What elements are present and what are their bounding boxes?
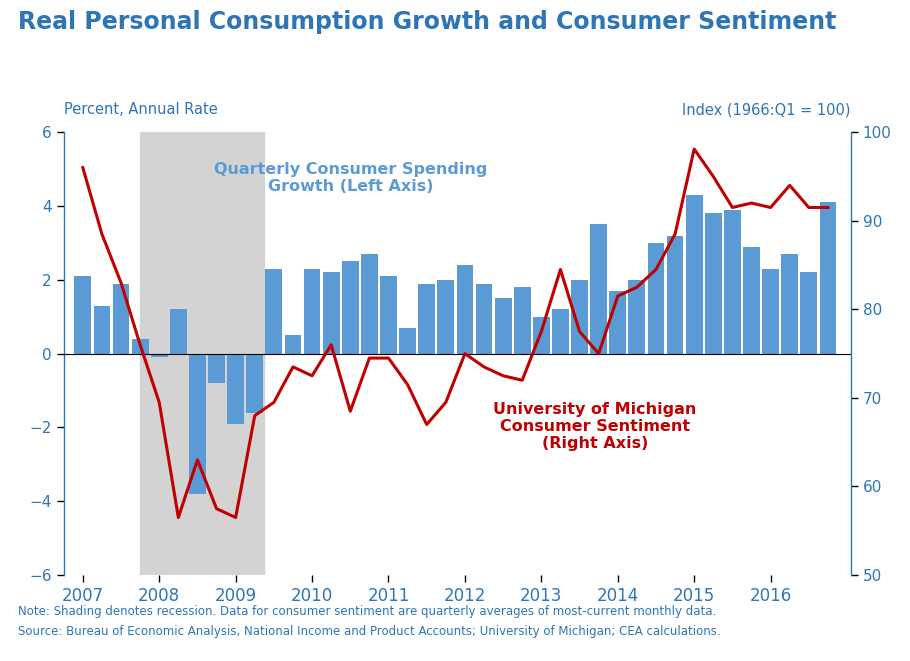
- Bar: [228, 354, 244, 424]
- Text: Source: Bureau of Economic Analysis, National Income and Product Accounts; Unive: Source: Bureau of Economic Analysis, Nat…: [18, 625, 721, 638]
- Bar: [132, 339, 148, 354]
- Bar: [457, 265, 473, 354]
- Bar: [476, 284, 492, 354]
- Text: Real Personal Consumption Growth and Consumer Sentiment: Real Personal Consumption Growth and Con…: [18, 10, 836, 34]
- Bar: [552, 309, 569, 354]
- Bar: [763, 269, 779, 354]
- Bar: [94, 305, 110, 354]
- Bar: [667, 235, 683, 354]
- Bar: [266, 269, 282, 354]
- Bar: [820, 202, 836, 354]
- Bar: [495, 298, 511, 354]
- Bar: [247, 354, 263, 412]
- Text: Percent, Annual Rate: Percent, Annual Rate: [64, 102, 217, 118]
- Bar: [533, 317, 550, 354]
- Bar: [323, 272, 339, 354]
- Bar: [113, 284, 129, 354]
- Bar: [648, 243, 664, 354]
- Text: Quarterly Consumer Spending
Growth (Left Axis): Quarterly Consumer Spending Growth (Left…: [214, 162, 487, 194]
- Bar: [380, 276, 397, 354]
- Bar: [151, 354, 167, 358]
- Bar: [304, 269, 320, 354]
- Bar: [801, 272, 817, 354]
- Bar: [724, 210, 741, 354]
- Bar: [399, 328, 416, 354]
- Bar: [571, 280, 588, 354]
- Bar: [285, 335, 301, 354]
- Bar: [610, 291, 626, 354]
- Bar: [686, 195, 703, 354]
- Bar: [629, 280, 645, 354]
- Bar: [743, 247, 760, 354]
- Bar: [189, 354, 206, 494]
- Bar: [208, 354, 225, 383]
- Bar: [419, 284, 435, 354]
- Bar: [75, 276, 91, 354]
- Bar: [140, 132, 264, 575]
- Bar: [705, 214, 722, 354]
- Bar: [170, 309, 187, 354]
- Bar: [591, 225, 607, 354]
- Bar: [782, 254, 798, 354]
- Bar: [342, 261, 359, 354]
- Text: University of Michigan
Consumer Sentiment
(Right Axis): University of Michigan Consumer Sentimen…: [493, 402, 696, 451]
- Text: Note: Shading denotes recession. Data for consumer sentiment are quarterly avera: Note: Shading denotes recession. Data fo…: [18, 605, 716, 618]
- Text: Index (1966:Q1 = 100): Index (1966:Q1 = 100): [682, 102, 851, 118]
- Bar: [514, 287, 531, 354]
- Bar: [438, 280, 454, 354]
- Bar: [361, 254, 378, 354]
